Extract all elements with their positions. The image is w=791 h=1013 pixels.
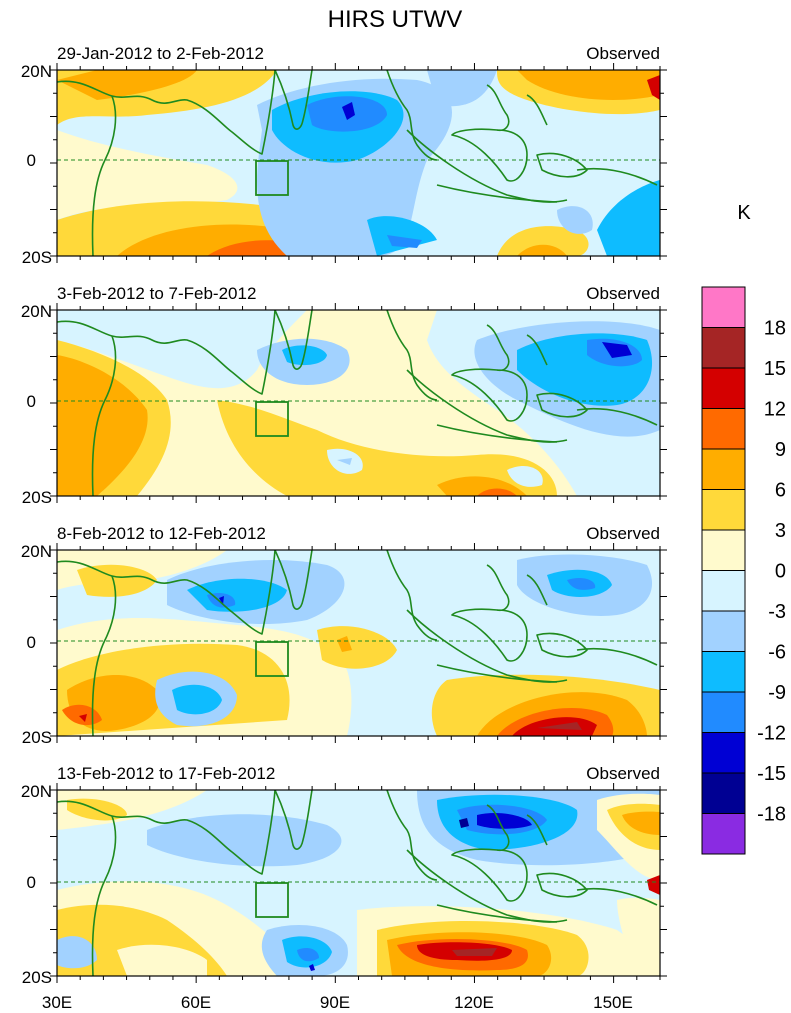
- colorbar-swatch: [701, 489, 746, 531]
- coastlines: [57, 550, 658, 736]
- map-panel-4: [56, 789, 661, 977]
- colorbar-unit: K: [737, 202, 751, 224]
- p2-lat-0: 0: [27, 392, 36, 411]
- anomaly-field: [57, 310, 660, 496]
- colorbar-swatch: [701, 529, 746, 571]
- panel-3-period: 8-Feb-2012 to 12-Feb-2012: [57, 524, 266, 543]
- p2-lat-20s: 20S: [22, 488, 52, 507]
- map-panel-2: [56, 309, 661, 497]
- axis-ticks: [50, 63, 667, 983]
- p1-lat-20s: 20S: [22, 248, 52, 267]
- colorbar-level-label: -9: [768, 682, 786, 704]
- colorbar-swatch: [701, 813, 746, 855]
- p4-lat-20s: 20S: [22, 968, 52, 987]
- panel-2-label: Observed: [586, 284, 660, 303]
- colorbar-level-label: -15: [757, 763, 786, 785]
- colorbar-swatch: [701, 408, 746, 450]
- lon-30e: 30E: [42, 993, 72, 1012]
- coastlines: [57, 310, 658, 496]
- colorbar-level-label: 0: [775, 561, 786, 583]
- colorbar-swatch: [701, 610, 746, 652]
- p3-lat-20n: 20N: [21, 542, 52, 561]
- lon-60e: 60E: [181, 993, 211, 1012]
- anomaly-field: [57, 70, 660, 256]
- region-box: [255, 641, 289, 677]
- p1-lat-20n: 20N: [21, 62, 52, 81]
- colorbar-swatch: [701, 286, 746, 328]
- colorbar-level-label: -3: [768, 601, 786, 623]
- colorbar-level-label: 6: [775, 480, 786, 502]
- colorbar: 18 15 12 9 6 3 0 -3 -6 -9 -12 -15 -18: [701, 286, 786, 855]
- coastlines: [57, 790, 658, 976]
- region-box: [255, 882, 289, 918]
- colorbar-swatch: [701, 327, 746, 369]
- colorbar-swatch: [701, 691, 746, 733]
- p4-lat-20n: 20N: [21, 782, 52, 801]
- anomaly-field: [57, 550, 660, 736]
- coastlines: [57, 70, 658, 256]
- region-box: [255, 401, 289, 437]
- panel-3-label: Observed: [586, 524, 660, 543]
- panel-2-period: 3-Feb-2012 to 7-Feb-2012: [57, 284, 256, 303]
- colorbar-level-label: 15: [764, 358, 786, 380]
- p3-lat-20s: 20S: [22, 728, 52, 747]
- lon-120e: 120E: [454, 993, 494, 1012]
- colorbar-level-label: 3: [775, 520, 786, 542]
- region-box: [255, 160, 289, 196]
- colorbar-swatch: [701, 651, 746, 693]
- colorbar-swatch: [701, 570, 746, 612]
- colorbar-swatch: [701, 772, 746, 814]
- anomaly-field: [57, 790, 660, 976]
- lon-150e: 150E: [593, 993, 633, 1012]
- panel-4-period: 13-Feb-2012 to 17-Feb-2012: [57, 764, 275, 783]
- p3-lat-0: 0: [27, 633, 36, 652]
- panel-1-label: Observed: [586, 44, 660, 63]
- panel-4-label: Observed: [586, 764, 660, 783]
- map-panel-3: [56, 549, 661, 737]
- colorbar-swatch: [701, 448, 746, 490]
- panel-1-period: 29-Jan-2012 to 2-Feb-2012: [57, 44, 264, 63]
- colorbar-level-label: -18: [757, 804, 786, 826]
- colorbar-level-label: -12: [757, 723, 786, 745]
- lon-90e: 90E: [320, 993, 350, 1012]
- colorbar-level-label: 18: [764, 318, 786, 340]
- p1-lat-0: 0: [27, 151, 36, 170]
- colorbar-swatch: [701, 732, 746, 774]
- p2-lat-20n: 20N: [21, 302, 52, 321]
- colorbar-level-label: -6: [768, 642, 786, 664]
- figure-title: HIRS UTWV: [328, 6, 463, 33]
- colorbar-level-label: 12: [764, 399, 786, 421]
- p4-lat-0: 0: [27, 873, 36, 892]
- colorbar-level-label: 9: [775, 439, 786, 461]
- map-panel-1: [56, 69, 661, 257]
- colorbar-swatch: [701, 367, 746, 409]
